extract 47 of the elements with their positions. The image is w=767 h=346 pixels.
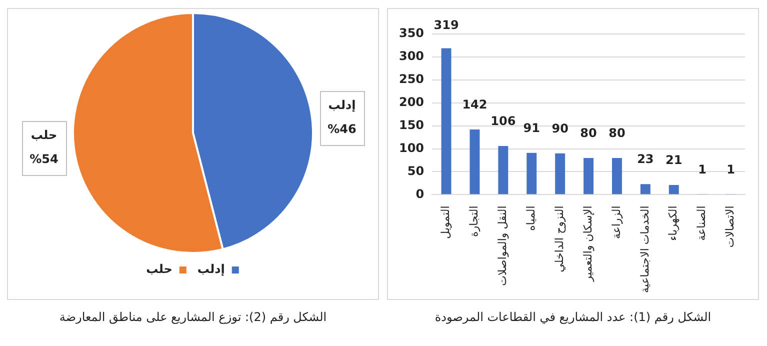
bar <box>668 185 679 194</box>
data-label: %54 <box>30 152 58 166</box>
x-tick-label: الاتصالات <box>724 206 737 248</box>
bar <box>640 184 650 194</box>
y-tick-label: 50 <box>407 164 424 178</box>
bar <box>498 146 508 194</box>
x-tick-label: التمويل <box>439 206 452 239</box>
bar <box>612 158 622 194</box>
bar <box>555 153 566 194</box>
y-tick-label: 300 <box>398 49 424 64</box>
x-tick-label: الزراعة <box>610 206 623 239</box>
y-tick-label: 250 <box>398 72 424 86</box>
text: الشكل رقم (2): توزع المشاريع على مناطق المعارضة <box>59 310 327 324</box>
x-tick-label: المياه <box>524 206 538 231</box>
data-label: 80 <box>608 126 626 140</box>
data-label: 80 <box>580 126 597 140</box>
data-label: 23 <box>637 152 654 166</box>
y-tick-label: 100 <box>398 140 424 155</box>
data-label: 142 <box>462 98 488 112</box>
data-label: %46 <box>328 122 356 136</box>
slice-label: إدلب <box>328 98 356 112</box>
x-tick-label: الإسكان والتعمير <box>581 206 594 282</box>
data-label: 91 <box>523 121 540 136</box>
bar <box>441 48 452 194</box>
bar <box>584 158 594 194</box>
bar <box>470 129 480 194</box>
slice-label: حلب <box>30 128 58 142</box>
y-tick-label: 200 <box>398 94 424 109</box>
y-tick-label: 150 <box>398 118 424 132</box>
x-tick-label: الكهرباء <box>666 206 680 241</box>
x-tick-label: النقل والمواصلات <box>496 206 510 286</box>
data-label: 90 <box>552 121 568 136</box>
data-label: 319 <box>434 18 459 32</box>
x-tick-label: التجارة <box>468 206 481 237</box>
x-tick-label: النزوح الداخلي <box>552 206 566 272</box>
y-tick-label: 0 <box>416 186 424 201</box>
data-label: 106 <box>490 114 516 128</box>
y-tick-label: 350 <box>398 26 424 40</box>
data-label: 1 <box>698 162 707 176</box>
x-tick-label: الصناعة <box>695 206 708 241</box>
bar <box>526 152 537 194</box>
legend-label: إدلب <box>197 262 225 276</box>
text: الشكل رقم (1): عدد المشاريع في القطاعات المرصودة <box>434 310 712 324</box>
data-label: 21 <box>666 153 682 168</box>
legend-label: حلب <box>146 262 172 276</box>
data-label: 1 <box>726 162 735 176</box>
x-tick-label: الخدمات الاجتماعية <box>638 206 652 294</box>
